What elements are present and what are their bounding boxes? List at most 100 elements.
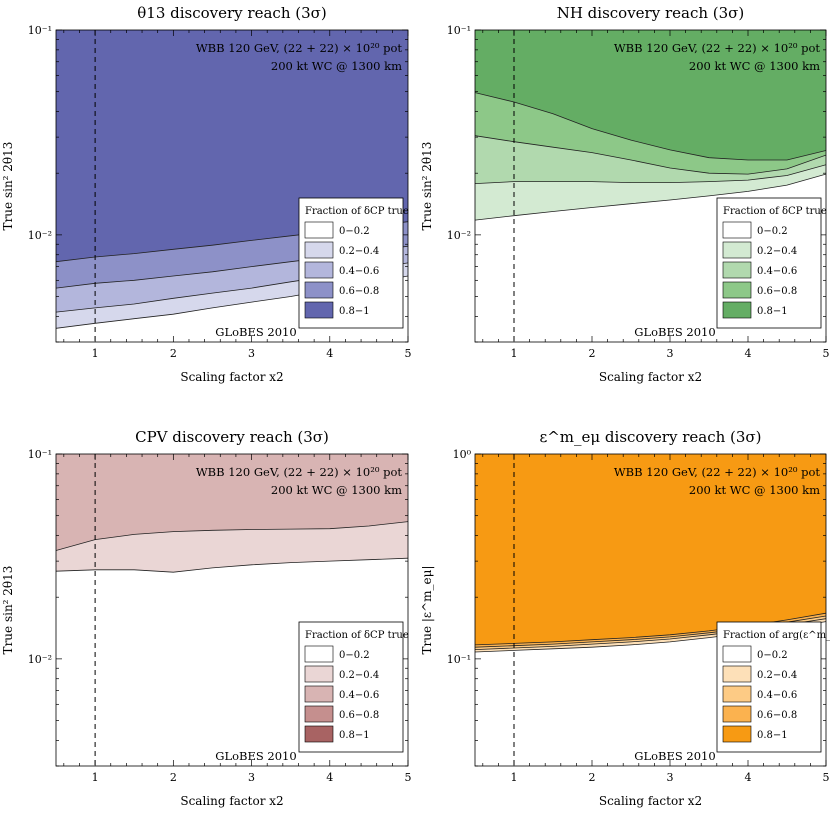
contour-0.4 bbox=[56, 521, 408, 551]
x-tick-label: 4 bbox=[326, 347, 333, 360]
annotation-line: WBB 120 GeV, (22 + 22) × 10²⁰ pot bbox=[614, 41, 821, 55]
legend: Fraction of δCP true 0−0.2 0.2−0.4 0.4−0.6 0… bbox=[298, 621, 409, 753]
panel-4: 1 2 3 4 5 Scaling factor x2 10⁻¹ 10⁰ True |ε^m_e… bbox=[420, 428, 830, 808]
y-tick-label: 10⁻¹ bbox=[28, 448, 52, 461]
y-tick-label: 10⁻² bbox=[447, 229, 471, 242]
legend-entry: 0−0.2 bbox=[339, 226, 370, 237]
annotation-line: 200 kt WC @ 1300 km bbox=[689, 59, 820, 73]
x-tick-label: 1 bbox=[511, 347, 518, 360]
plot-frame bbox=[55, 29, 409, 343]
plot-area bbox=[56, 454, 408, 766]
legend: Fraction of arg(ε^m_eμ) true 0−0.2 0.2−0.4… bbox=[716, 621, 830, 753]
y-tick-label: 10⁻¹ bbox=[447, 24, 471, 37]
legend-entry: 0.4−0.6 bbox=[339, 690, 379, 701]
legend-entry: 0.8−1 bbox=[339, 730, 370, 741]
x-tick-label: 5 bbox=[405, 347, 412, 360]
legend-entry: 0.4−0.6 bbox=[339, 266, 379, 277]
contour-0.6 bbox=[475, 135, 826, 175]
legend-entry: 0−0.2 bbox=[339, 650, 370, 661]
panel-1: 1 2 3 4 5 Scaling factor x2 10⁻² 10⁻¹ True sin² … bbox=[1, 4, 412, 384]
legend-swatch bbox=[722, 221, 752, 239]
x-axis-label: Scaling factor x2 bbox=[180, 370, 283, 384]
x-tick-label: 2 bbox=[589, 347, 596, 360]
legend-title: Fraction of δCP true bbox=[723, 206, 827, 217]
y-axis-label: True |ε^m_eμ| bbox=[420, 565, 434, 654]
globes-label: GLoBES 2010 bbox=[634, 749, 715, 763]
legend-swatch bbox=[304, 685, 334, 703]
region-above-0.8 bbox=[475, 30, 826, 160]
x-axis: 1 2 3 4 5 bbox=[63, 454, 412, 784]
y-tick-label: 10⁻¹ bbox=[447, 653, 471, 666]
globes-label: GLoBES 2010 bbox=[634, 325, 715, 339]
x-tick-label: 3 bbox=[248, 347, 255, 360]
legend-entry: 0.2−0.4 bbox=[757, 246, 797, 257]
x-axis: 1 2 3 4 5 bbox=[482, 454, 830, 784]
legend-swatch bbox=[722, 705, 752, 723]
y-tick-label: 10⁻² bbox=[28, 229, 52, 242]
annotation-line: WBB 120 GeV, (22 + 22) × 10²⁰ pot bbox=[196, 41, 403, 55]
legend-swatch bbox=[722, 261, 752, 279]
chart-title: NH discovery reach (3σ) bbox=[557, 4, 745, 22]
x-tick-label: 5 bbox=[823, 347, 830, 360]
legend-swatch bbox=[304, 301, 334, 319]
legend-entry: 0−0.2 bbox=[757, 650, 788, 661]
annotation-line: WBB 120 GeV, (22 + 22) × 10²⁰ pot bbox=[196, 465, 403, 479]
x-tick-label: 1 bbox=[511, 771, 518, 784]
legend-swatch bbox=[304, 705, 334, 723]
chart-title: CPV discovery reach (3σ) bbox=[135, 428, 329, 446]
contour-0.8 bbox=[475, 92, 826, 161]
annotation-line: 200 kt WC @ 1300 km bbox=[271, 59, 402, 73]
panel-2: 1 2 3 4 5 Scaling factor x2 10⁻² 10⁻¹ True sin² … bbox=[420, 4, 830, 384]
plot-area bbox=[475, 30, 826, 342]
y-tick-label: 10⁻¹ bbox=[28, 24, 52, 37]
annotation-line: 200 kt WC @ 1300 km bbox=[689, 483, 820, 497]
x-tick-label: 2 bbox=[170, 771, 177, 784]
contour-0.4 bbox=[475, 164, 826, 184]
legend-title: Fraction of δCP true bbox=[305, 630, 409, 641]
legend-entry: 0.4−0.6 bbox=[757, 690, 797, 701]
legend: Fraction of δCP true 0−0.2 0.2−0.4 0.4−0.6 0… bbox=[716, 197, 827, 329]
x-tick-label: 2 bbox=[589, 771, 596, 784]
legend-swatch bbox=[304, 665, 334, 683]
legend-entry: 0.8−1 bbox=[757, 306, 788, 317]
annotation-line: WBB 120 GeV, (22 + 22) × 10²⁰ pot bbox=[614, 465, 821, 479]
legend-swatch bbox=[304, 221, 334, 239]
x-axis: 1 2 3 4 5 bbox=[63, 30, 412, 360]
legend-swatch bbox=[722, 281, 752, 299]
legend-swatch bbox=[722, 301, 752, 319]
legend-entry: 0.6−0.8 bbox=[757, 286, 797, 297]
legend-swatch bbox=[722, 645, 752, 663]
legend-entry: 0−0.2 bbox=[757, 226, 788, 237]
x-tick-label: 2 bbox=[170, 347, 177, 360]
plot-frame bbox=[55, 453, 409, 767]
x-tick-label: 4 bbox=[745, 347, 752, 360]
plot-area bbox=[475, 454, 826, 766]
y-axis-label: True sin² 2θ13 bbox=[1, 566, 15, 655]
y-tick-label: 10⁻² bbox=[28, 653, 52, 666]
x-tick-label: 3 bbox=[667, 347, 674, 360]
legend-entry: 0.6−0.8 bbox=[339, 286, 379, 297]
y-axis: 10⁻² 10⁻¹ bbox=[447, 24, 826, 343]
legend-swatch bbox=[722, 241, 752, 259]
x-tick-label: 4 bbox=[326, 771, 333, 784]
x-axis-label: Scaling factor x2 bbox=[599, 794, 702, 808]
x-tick-label: 4 bbox=[745, 771, 752, 784]
legend-swatch bbox=[304, 645, 334, 663]
chart-title: θ13 discovery reach (3σ) bbox=[137, 4, 327, 22]
x-axis-label: Scaling factor x2 bbox=[180, 794, 283, 808]
y-axis-label: True sin² 2θ13 bbox=[420, 142, 434, 231]
x-tick-label: 5 bbox=[823, 771, 830, 784]
plot-frame bbox=[474, 453, 827, 767]
y-axis: 10⁻² 10⁻¹ bbox=[28, 24, 408, 343]
legend-swatch bbox=[304, 261, 334, 279]
y-axis-label: True sin² 2θ13 bbox=[1, 142, 15, 231]
x-axis-label: Scaling factor x2 bbox=[599, 370, 702, 384]
legend-entry: 0.2−0.4 bbox=[339, 670, 379, 681]
globes-label: GLoBES 2010 bbox=[215, 749, 296, 763]
panel-3: 1 2 3 4 5 Scaling factor x2 10⁻² 10⁻¹ True sin² … bbox=[1, 428, 412, 808]
legend-entry: 0.8−1 bbox=[339, 306, 370, 317]
legend-entry: 0.4−0.6 bbox=[757, 266, 797, 277]
x-tick-label: 1 bbox=[92, 347, 99, 360]
legend-entry: 0.2−0.4 bbox=[339, 246, 379, 257]
legend: Fraction of δCP true 0−0.2 0.2−0.4 0.4−0.6 0… bbox=[298, 197, 409, 329]
